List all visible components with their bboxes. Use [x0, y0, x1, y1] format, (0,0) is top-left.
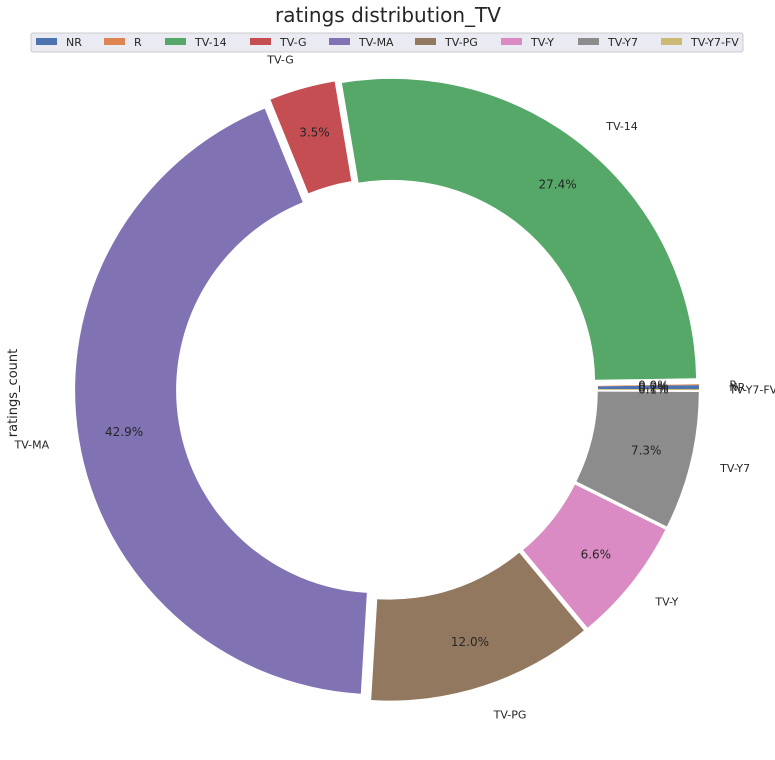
slice-category-label: R [729, 378, 737, 391]
pie-slice-tv-ma [75, 108, 367, 694]
slice-category-label: TV-PG [493, 708, 527, 721]
slice-category-label: TV-MA [14, 438, 50, 451]
legend-label: TV-Y7 [607, 36, 638, 49]
legend-swatch-tv-y [501, 38, 522, 45]
slice-category-label: NR [729, 381, 745, 394]
pie-slice-tv-y7-fv [597, 389, 699, 391]
slice-labels: NR 0.2% R 0.0% TV-14 27.4% TV-G 3.5% TV-MA 42.9% T… [14, 54, 775, 722]
legend-box [30, 32, 744, 53]
legend-swatch-tv-ma [329, 38, 350, 45]
legend-swatch-tv-g [250, 38, 271, 45]
legend-label: TV-PG [444, 36, 478, 49]
slice-percent-label: 0.1% [638, 383, 669, 397]
legend-label: TV-14 [194, 36, 227, 49]
slice-percent-label: 3.5% [299, 126, 330, 140]
legend-label: TV-G [279, 36, 307, 49]
slice-category-label: TV-Y7 [719, 462, 750, 475]
slice-category-label: TV-14 [605, 120, 638, 133]
legend: NR R TV-14 TV-G TV-MA TV-PG TV-Y TV-Y7 TV-Y7-FV [30, 32, 744, 53]
slice-percent-label: 6.6% [581, 547, 612, 561]
chart-title: ratings distribution_TV [275, 3, 501, 27]
slice-percent-label: 42.9% [105, 425, 143, 439]
pie-slice-tv-y7 [576, 391, 699, 527]
legend-label: R [134, 36, 142, 49]
legend-swatch-tv-pg [415, 38, 436, 45]
pie-slice-tv-pg [371, 552, 584, 701]
pie-slice-tv-g [270, 81, 352, 194]
legend-label: TV-Y [530, 36, 554, 49]
legend-swatch-r [104, 38, 125, 45]
legend-label: TV-Y7-FV [690, 36, 739, 49]
pie-slice-nr [597, 385, 699, 389]
legend-swatch-tv-y7-fv [661, 38, 682, 45]
slice-percent-label: 0.0% [638, 378, 669, 392]
slice-percent-label: 7.3% [631, 444, 662, 458]
pie-slice-tv-y [523, 484, 666, 628]
slice-percent-label: 0.2% [638, 380, 669, 394]
legend-swatch-nr [36, 38, 57, 45]
pie-slice-r [597, 384, 699, 387]
pie-slice-tv-14 [341, 78, 697, 380]
slice-category-label: TV-Y [654, 596, 678, 609]
legend-swatch-tv-14 [165, 38, 186, 45]
y-axis-label: ratings_count [6, 349, 21, 437]
slice-category-label: TV-G [266, 54, 294, 67]
slice-category-label: TV-Y7-FV [728, 384, 775, 397]
slices [75, 78, 699, 701]
legend-label: NR [66, 36, 82, 49]
legend-swatch-tv-y7 [578, 38, 599, 45]
slice-percent-label: 12.0% [451, 635, 489, 649]
slice-percent-label: 27.4% [539, 177, 577, 191]
legend-label: TV-MA [358, 36, 394, 49]
